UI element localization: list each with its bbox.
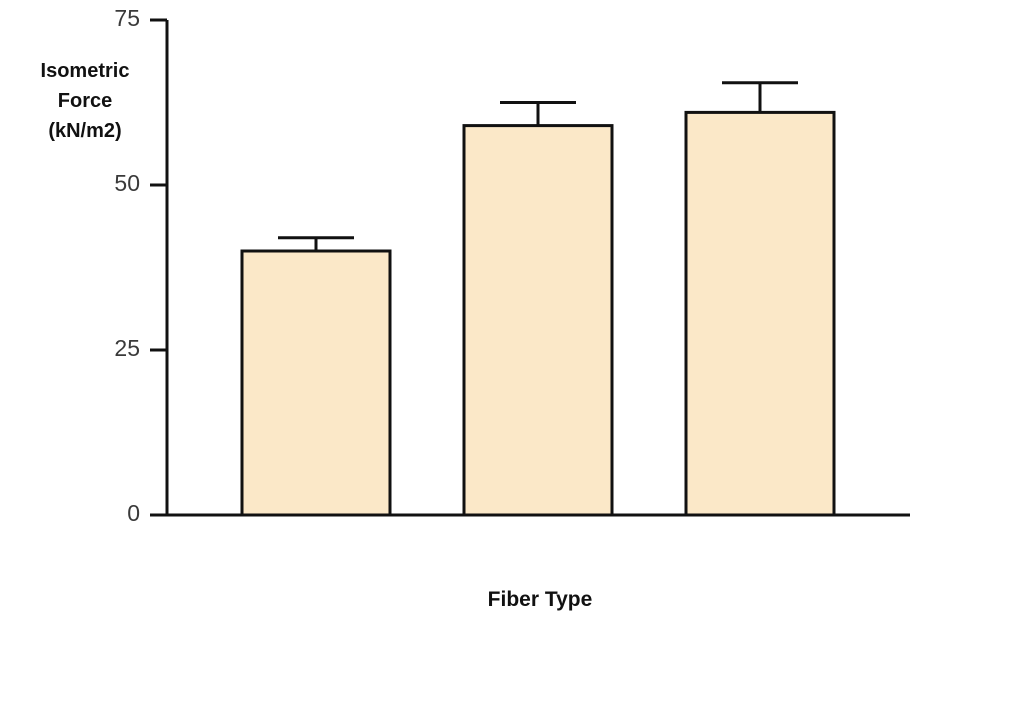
y-tick-label: 25 bbox=[114, 335, 140, 361]
y-axis-label: Isometric Force (kN/m2) bbox=[40, 60, 130, 142]
y-tick-label: 50 bbox=[114, 170, 140, 196]
x-axis-label: Fiber Type bbox=[487, 588, 593, 611]
y-axis-label-box: Isometric Force (kN/m2) bbox=[20, 56, 150, 146]
y-tick-label: 0 bbox=[127, 500, 140, 526]
bar bbox=[462, 124, 614, 517]
bar bbox=[240, 249, 392, 517]
y-tick-label: 75 bbox=[114, 5, 140, 31]
bar bbox=[684, 110, 836, 517]
